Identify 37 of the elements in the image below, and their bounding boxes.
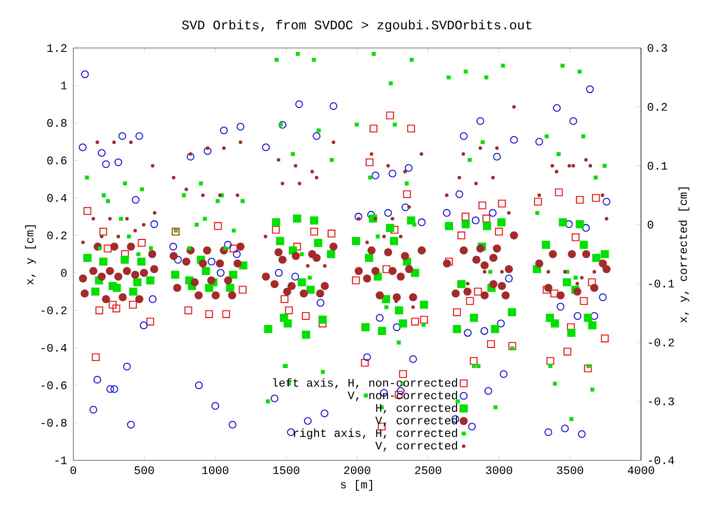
x-tick-label: 4000 — [628, 466, 654, 474]
y-tick-label: -0.6 — [42, 381, 67, 390]
y-tick-label: 0.8 — [47, 119, 67, 127]
y-tick-label: 0 — [61, 268, 67, 277]
y2-axis-title: x, y, corrected [cm] — [678, 187, 690, 323]
legend-label: right axis, H, corrected — [294, 428, 458, 440]
legend-label: V, corrected — [375, 441, 458, 452]
y-tick-label: 1 — [61, 82, 67, 90]
y-tick-label: 0.2 — [47, 232, 66, 240]
y2-tick-label: -0.4 — [648, 456, 674, 464]
x-tick-label: 1500 — [273, 466, 300, 474]
y2-tick-label: 0.2 — [648, 103, 667, 111]
chart-title: SVD Orbits, from SVDOC > zgoubi.SVDOrbits.out — [182, 20, 532, 32]
y-tick-label: -1 — [55, 456, 67, 464]
x-tick-label: 2500 — [415, 466, 442, 474]
y2-tick-label: -0.1 — [648, 280, 674, 288]
y2-tick-label: -0.3 — [648, 397, 674, 406]
y-tick-label: -0.8 — [42, 418, 67, 427]
x-tick-label: 3000 — [486, 466, 512, 474]
y2-tick-label: 0 — [648, 220, 654, 229]
x-tick-label: 500 — [134, 466, 154, 474]
x-tick-label: 3500 — [556, 466, 584, 474]
y-axis-title: x, y [cm] — [25, 225, 36, 285]
x-axis-title: s [m] — [340, 480, 372, 491]
legend-label: H, corrected — [376, 403, 458, 414]
y2-tick-label: 0.3 — [648, 44, 667, 52]
x-tick-label: 1000 — [202, 466, 228, 474]
y-tick-label: 0.4 — [47, 194, 67, 202]
y2-tick-label: -0.2 — [648, 338, 674, 346]
y-tick-label: 1.2 — [47, 44, 66, 52]
y-tick-label: 0.6 — [47, 156, 67, 164]
y2-tick-label: 0.1 — [648, 162, 668, 170]
x-tick-label: 0 — [70, 466, 76, 474]
x-tick-label: 2000 — [344, 466, 370, 474]
y-tick-label: -0.4 — [42, 344, 67, 352]
legend-label: left axis, H, non-corrected — [273, 378, 458, 389]
y-tick-label: -0.2 — [42, 306, 66, 314]
